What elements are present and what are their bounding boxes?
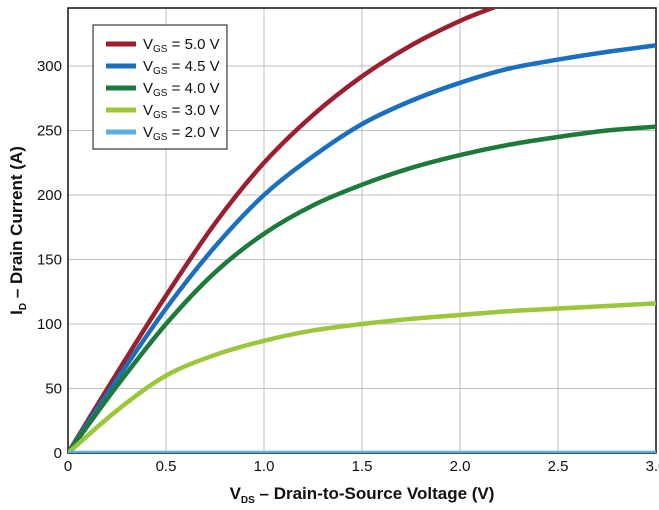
legend-label: VGS = 4.0 V bbox=[143, 80, 220, 99]
series-line bbox=[68, 43, 656, 453]
legend: VGS = 5.0 V VGS = 4.5 V VGS = 4.0 V VGS = 3… bbox=[92, 24, 228, 150]
legend-label: VGS = 5.0 V bbox=[143, 36, 220, 55]
x-axis-title-rest: – Drain-to-Source Voltage (V) bbox=[255, 484, 495, 503]
legend-label: VGS = 2.0 V bbox=[143, 124, 220, 143]
x-tick-label: 2.0 bbox=[450, 458, 471, 475]
x-tick-label: 0 bbox=[64, 458, 72, 475]
y-tick-labels: 0 50 100 150 200 250 300 bbox=[37, 58, 62, 462]
legend-label: VGS = 4.5 V bbox=[143, 58, 220, 77]
series-layer bbox=[68, 8, 656, 453]
y-tick-label: 150 bbox=[37, 252, 62, 269]
x-tick-labels: 0 0.5 1.0 1.5 2.0 2.5 3.0 bbox=[64, 458, 659, 475]
y-axis-title-sub: D bbox=[18, 303, 29, 310]
y-axis-title-rest: – Drain Current (A) bbox=[7, 146, 26, 303]
x-axis-title: VDS – Drain-to-Source Voltage (V) bbox=[230, 484, 495, 506]
x-tick-label: 2.5 bbox=[548, 458, 569, 475]
y-tick-label: 100 bbox=[37, 316, 62, 333]
x-tick-label: 0.5 bbox=[156, 458, 177, 475]
series-line bbox=[68, 124, 656, 453]
y-axis-title: ID – Drain Current (A) bbox=[7, 146, 29, 315]
x-axis-title-sub: DS bbox=[241, 495, 255, 506]
series-line bbox=[68, 301, 656, 453]
series-line bbox=[68, 8, 499, 453]
x-axis-title-main: V bbox=[230, 484, 242, 503]
y-tick-label: 50 bbox=[45, 381, 62, 398]
x-tick-label: 1.5 bbox=[352, 458, 373, 475]
y-tick-label: 300 bbox=[37, 58, 62, 75]
y-axis-title-main: I bbox=[7, 310, 26, 315]
y-tick-label: 250 bbox=[37, 123, 62, 140]
y-tick-label: 200 bbox=[37, 187, 62, 204]
x-tick-label: 3.0 bbox=[646, 458, 659, 475]
x-tick-label: 1.0 bbox=[254, 458, 275, 475]
legend-label: VGS = 3.0 V bbox=[143, 102, 220, 121]
y-tick-label: 0 bbox=[54, 445, 62, 462]
